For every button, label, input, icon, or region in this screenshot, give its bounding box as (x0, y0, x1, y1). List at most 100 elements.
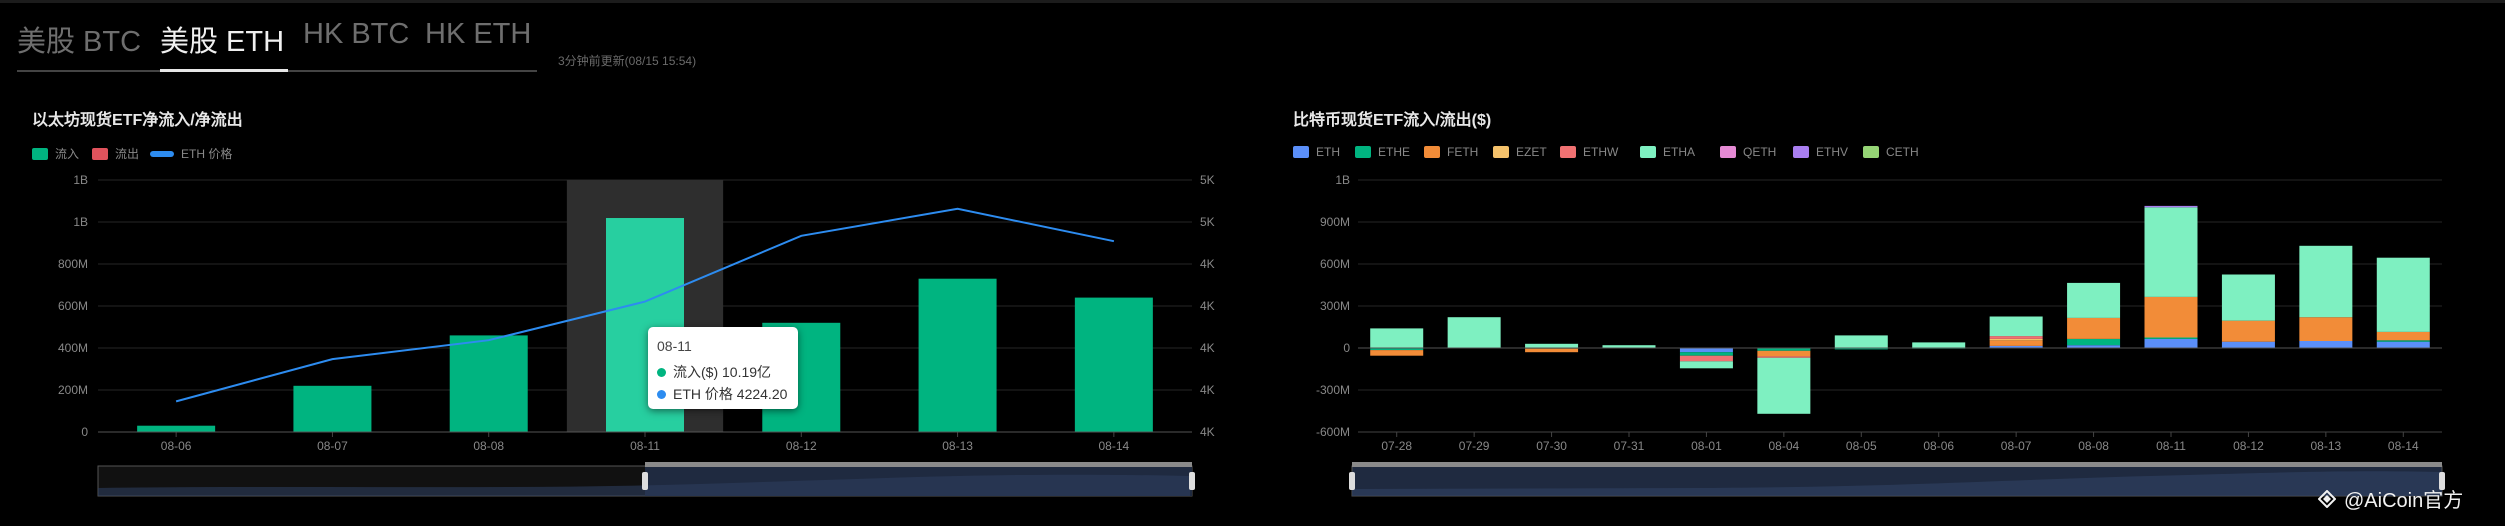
legend-eth-price[interactable]: ETH 价格 (150, 145, 232, 162)
legend-label: QETH (1743, 145, 1777, 159)
bar-inflow-08-14 (1074, 297, 1153, 432)
legend-label: ETHW (1583, 145, 1619, 159)
bar-ETHA-08-08 (2067, 282, 2121, 318)
x-tick-label: 08-06 (161, 439, 192, 453)
zoom-preview-area (1352, 471, 2442, 496)
bar-ETHA-08-05 (1834, 335, 1888, 348)
bar-FETH-08-11 (2144, 296, 2198, 338)
bar-ETHE-08-14 (2376, 340, 2430, 342)
eth-chart-title: 以太坊现货ETF净流入/净流出 (32, 112, 243, 129)
bar-ETH-08-12 (2221, 341, 2275, 348)
legend-swatch (1424, 146, 1440, 158)
x-tick-label: 07-28 (1381, 439, 1412, 453)
bar-ETHV-08-11 (2144, 205, 2198, 208)
legend-ethv[interactable]: ETHV (1793, 145, 1848, 159)
tooltip-inflow-row: 流入($) 10.19亿 (657, 362, 771, 382)
legend-etha[interactable]: ETHA (1640, 145, 1695, 159)
bar-FETH-08-13 (2299, 317, 2353, 341)
x-tick-label: 07-30 (1536, 439, 1567, 453)
y-tick-label: 600M (1320, 257, 1350, 271)
tooltip-price-value: ETH 价格 4224.20 (673, 386, 788, 402)
bar-inflow-08-07 (293, 385, 372, 432)
y-tick-label: 200M (58, 383, 88, 397)
zoom-handle-left (642, 472, 648, 490)
legend-swatch (1863, 146, 1879, 158)
x-tick-label: 08-04 (1769, 439, 1800, 453)
tooltip-date: 08-11 (657, 338, 692, 354)
legend-eth-price-swatch (150, 150, 174, 157)
tooltip-inflow-value: 流入($) 10.19亿 (673, 364, 772, 380)
legend-eth[interactable]: ETH (1293, 145, 1340, 159)
y-tick-label: -300M (1316, 383, 1350, 397)
top-border (0, 0, 2505, 3)
legend-outflow-swatch (92, 147, 108, 160)
bar-ETHA-07-30 (1525, 343, 1579, 348)
tab-hk-eth[interactable]: HK ETH (425, 18, 532, 50)
market-tabs: 美股 BTC 美股 ETH HK BTC HK ETH (17, 18, 537, 72)
x-tick-label: 08-11 (2156, 439, 2186, 453)
bar-ETHA-08-11 (2144, 207, 2198, 297)
y-tick-label: 0 (1343, 341, 1350, 355)
active-tab-indicator (160, 69, 288, 72)
x-tick-label: 08-12 (2233, 439, 2264, 453)
bar-ETHW-08-01 (1679, 355, 1733, 362)
legend-inflow-swatch (32, 147, 48, 160)
zoom-handle-right (1189, 472, 1195, 490)
x-tick-label: 07-31 (1614, 439, 1645, 453)
legend-label: CETH (1886, 145, 1919, 159)
tab-us-eth[interactable]: 美股 ETH (160, 26, 285, 58)
x-tick-label: 08-05 (1846, 439, 1877, 453)
flow-chart-title: 比特币现货ETF流入/流出($) (1293, 112, 1492, 129)
x-tick-label: 08-06 (1923, 439, 1954, 453)
aicoin-watermark: @AiCoin官方 (2318, 484, 2463, 513)
legend-ceth[interactable]: CETH (1863, 145, 1919, 159)
x-tick-label: 07-29 (1459, 439, 1490, 453)
watermark-text: @AiCoin官方 (2344, 490, 2464, 512)
x-tick-label: 08-14 (2388, 439, 2419, 453)
aicoin-logo-icon (2318, 489, 2336, 508)
bar-ETHA-07-28 (1370, 328, 1424, 348)
y2-tick-label: 4K (1200, 257, 1215, 271)
tab-hk-btc[interactable]: HK BTC (303, 18, 410, 50)
y-tick-label: 600M (58, 299, 88, 313)
bar-ETH-08-11 (2144, 338, 2198, 348)
legend-label: ETHV (1816, 145, 1849, 159)
legend-ethw[interactable]: ETHW (1560, 145, 1618, 159)
bar-ETH-08-07 (1989, 345, 2043, 348)
zoom-preview-area (98, 474, 1190, 496)
legend-qeth[interactable]: QETH (1720, 145, 1776, 159)
legend-swatch (1355, 146, 1371, 158)
bar-FETH-08-07 (1989, 340, 2043, 346)
legend-label: ETHE (1378, 145, 1411, 159)
x-tick-label: 08-13 (2311, 439, 2342, 453)
legend-feth[interactable]: FETH (1424, 145, 1478, 159)
y2-tick-label: 5K (1200, 215, 1215, 229)
legend-ezet[interactable]: EZET (1493, 145, 1547, 159)
bar-inflow-08-13 (918, 278, 997, 432)
bar-ETH-08-08 (2067, 345, 2121, 348)
legend-label: ETHA (1663, 145, 1696, 159)
y-tick-label: 1B (73, 215, 88, 229)
bar-ETHA-08-04 (1757, 357, 1811, 414)
bar-ETHA-08-06 (1912, 342, 1966, 348)
legend-swatch (1493, 146, 1509, 158)
legend-ethe[interactable]: ETHE (1355, 145, 1410, 159)
tooltip-price-dot (657, 389, 666, 399)
y2-tick-label: 5K (1200, 173, 1215, 187)
chart-tooltip: 08-11 流入($) 10.19亿 ETH 价格 4224.20 (648, 327, 798, 409)
zoom-top-bar (645, 462, 1192, 467)
bar-FETH-08-08 (2067, 317, 2121, 339)
legend-inflow[interactable]: 流入 (32, 145, 79, 162)
tab-us-btc[interactable]: 美股 BTC (17, 26, 142, 58)
legend-swatch (1560, 146, 1576, 158)
y2-tick-label: 4K (1200, 383, 1215, 397)
legend-label: FETH (1447, 145, 1479, 159)
y-tick-label: 1B (73, 173, 88, 187)
legend-swatch (1640, 146, 1656, 158)
bar-ETHA-08-12 (2221, 274, 2275, 321)
bar-FETH-08-04 (1757, 350, 1811, 357)
legend-outflow-label: 流出 (115, 147, 140, 161)
legend-outflow[interactable]: 流出 (92, 145, 139, 162)
tooltip-inflow-dot (657, 367, 666, 377)
